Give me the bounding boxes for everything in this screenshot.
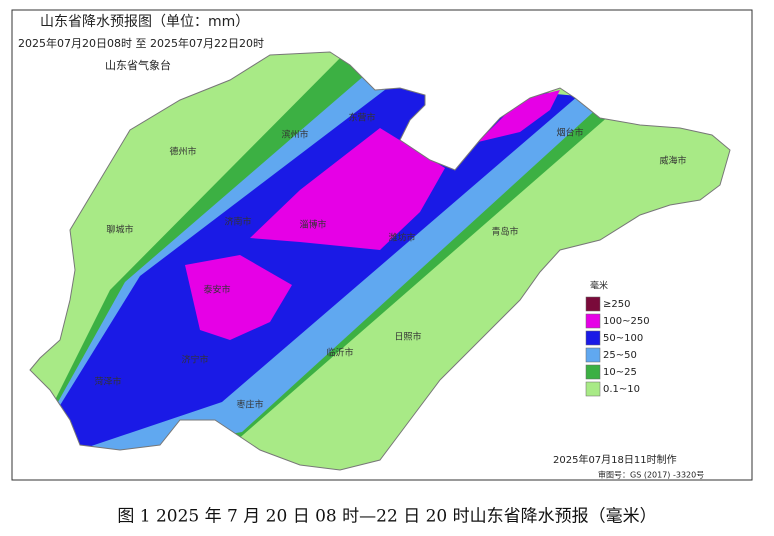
- legend-title: 毫米: [590, 280, 608, 292]
- legend-swatch: [585, 347, 601, 363]
- legend-swatch: [585, 364, 601, 380]
- city-label: 潍坊市: [388, 232, 415, 244]
- map-period: 2025年07月20日08时 至 2025年07月22日20时: [18, 36, 264, 50]
- city-label: 威海市: [659, 155, 686, 167]
- city-label: 东营市: [348, 112, 375, 124]
- city-label: 日照市: [394, 331, 421, 343]
- legend-label: 0.1~10: [603, 384, 640, 395]
- legend-swatch: [585, 313, 601, 329]
- legend-label: 100~250: [603, 316, 650, 327]
- legend-label: 25~50: [603, 350, 637, 361]
- legend-swatch: [585, 296, 601, 312]
- city-label: 青岛市: [491, 226, 518, 238]
- legend-label: 50~100: [603, 333, 643, 344]
- city-label: 菏泽市: [94, 376, 121, 388]
- caption: 图 1 2025 年 7 月 20 日 08 时—22 日 20 时山东省降水预…: [117, 507, 656, 527]
- legend-label: ≥250: [603, 299, 630, 310]
- legend-swatch: [585, 330, 601, 346]
- legend-swatch: [585, 381, 601, 397]
- band-magenta: [185, 255, 292, 340]
- city-label: 烟台市: [556, 127, 583, 139]
- legend-label: 10~25: [603, 367, 637, 378]
- city-label: 枣庄市: [236, 399, 263, 411]
- city-label: 济宁市: [181, 354, 208, 366]
- map-agency: 山东省气象台: [105, 58, 171, 72]
- map-number: 审图号：GS (2017) -3320号: [598, 470, 704, 480]
- city-label: 德州市: [169, 146, 196, 158]
- city-label: 泰安市: [203, 284, 230, 296]
- band-magenta: [478, 90, 560, 142]
- map-title: 山东省降水预报图（单位：mm）: [40, 14, 249, 30]
- city-label: 聊城市: [106, 224, 133, 236]
- city-label: 滨州市: [281, 129, 308, 141]
- city-label: 济南市: [224, 216, 251, 228]
- city-label: 临沂市: [326, 347, 353, 359]
- made-time: 2025年07月18日11时制作: [553, 453, 677, 466]
- city-label: 淄博市: [299, 219, 326, 231]
- province-border: [29, 51, 731, 471]
- band-magenta: [250, 128, 445, 250]
